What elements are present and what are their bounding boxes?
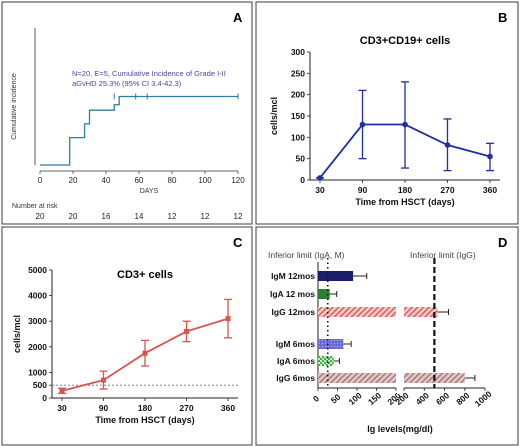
panel-c-x-tick-label: 30 <box>57 403 67 413</box>
panel-c-y-tick-label: 2000 <box>28 342 47 352</box>
panel-b-y-tick-label: 200 <box>291 90 305 100</box>
panel-d-bar <box>318 289 330 299</box>
panel-a-risk-value: 12 <box>234 212 243 221</box>
panel-a-annotation-line-2: aGvHD 25.3% (95% CI 3.4-42.3) <box>72 79 182 88</box>
panel-d-bar-label: IgM 12mos <box>271 271 315 281</box>
panel-c-point <box>225 316 231 322</box>
panel-b-x-tick-label: 180 <box>398 185 412 195</box>
panel-a-risk-value: 16 <box>102 212 111 221</box>
panel-d-x-tick-label: 0 <box>311 393 321 404</box>
panel-b-y-tick-label: 300 <box>291 47 305 57</box>
panel-c-y-tick-label: 0 <box>42 393 47 403</box>
panel-c-point <box>184 328 189 334</box>
panel-d-bar <box>404 307 438 317</box>
panel-a-letter: A <box>233 10 243 25</box>
panel-b-x-tick-label: 90 <box>358 185 368 195</box>
panel-c-x-tick-label: 180 <box>138 403 152 413</box>
panel-d-bar <box>318 271 354 281</box>
panel-b-y-tick-label: 250 <box>291 68 305 78</box>
panel-d-bar-label: IgG 6mos <box>276 373 315 383</box>
panel-a-risk-value: 20 <box>69 212 78 221</box>
panel-b-x-tick-label: 30 <box>315 185 325 195</box>
panel-c-frame <box>1 226 253 446</box>
panel-c-letter: C <box>233 235 243 250</box>
panel-a-y-axis-label: Cumulative incidence <box>11 73 18 140</box>
panel-b-frame <box>255 1 519 225</box>
panel-c-y-axis-label: cells/mcl <box>12 315 22 353</box>
panel-d-frame <box>255 226 519 446</box>
panel-a-x-tick-label: 60 <box>135 176 144 185</box>
panel-c-point <box>101 377 106 383</box>
panel-a-frame <box>1 1 253 225</box>
panel-b-y-tick-label: 50 <box>296 154 306 164</box>
panel-a-x-tick-label: 80 <box>168 176 177 185</box>
panel-d-bar <box>318 339 344 349</box>
panel-d-x-axis-label: Ig levels(mg/dl) <box>367 424 433 434</box>
panel-d-limit-label-igg: Inferior limit (IgG) <box>410 250 476 260</box>
panel-a-x-axis-label: DAYS <box>140 188 159 195</box>
panel-a-chart: 0 20 20 20 40 16 60 14 80 12 100 12 120 12 DAYS Number … <box>11 28 245 221</box>
panel-c-y-tick-label: 4000 <box>28 291 47 301</box>
panel-d-letter: D <box>498 235 507 250</box>
panel-d-axis-break-gap <box>397 260 403 394</box>
panel-c-y-tick-label: 1000 <box>28 367 47 377</box>
panel-b-point <box>444 142 451 148</box>
panel-a-risk-value: 14 <box>135 212 144 221</box>
panel-c-point <box>142 350 148 356</box>
panel-d-chart: Inferior limit (IgA, M) Inferior limit (I… <box>268 250 494 434</box>
panel-d-limit-label-iga-m: Inferior limit (IgA, M) <box>268 250 345 260</box>
panel-d-bar-left-part <box>318 307 396 317</box>
panel-a-risk-label: Number at risk <box>12 203 58 210</box>
panel-d-bar-label: IgM 6mos <box>276 339 315 349</box>
panel-b-y-tick-label: 150 <box>291 111 305 121</box>
panel-a-x-tick-label: 100 <box>198 176 212 185</box>
panel-a-x-tick-label: 40 <box>102 176 111 185</box>
panel-b-y-tick-label: 100 <box>291 132 305 142</box>
panel-a-km-curve <box>40 95 238 166</box>
panel-c-y-tick-label: 500 <box>33 380 47 390</box>
panel-a-risk-value: 12 <box>201 212 210 221</box>
panel-b-chart: CD3+CD19+ cells 0 50 100 150 200 250 300 30 90 180… <box>269 35 500 207</box>
panel-d-bar-label: IgA 6mos <box>277 356 315 366</box>
panel-a-x-tick-label: 20 <box>69 176 78 185</box>
panel-d-bar-label: IgA 12 mos <box>270 289 315 299</box>
panel-b-letter: B <box>498 10 507 25</box>
panel-b-point <box>402 121 408 128</box>
panel-c-x-axis-label: Time from HSCT (days) <box>95 415 194 425</box>
panel-a-risk-value: 20 <box>36 212 45 221</box>
panel-b-x-axis-label: Time from HSCT (days) <box>355 197 454 207</box>
panel-d-bar-label: IgG 12mos <box>272 307 316 317</box>
panel-d-bar-left-part <box>318 373 396 383</box>
panel-c-y-tick-label: 5000 <box>28 265 47 275</box>
panel-a-x-tick-label: 0 <box>38 176 43 185</box>
panel-a-x-tick-label: 120 <box>231 176 245 185</box>
panel-a-annotation-line-1: N=20, E=5, Cumulative Incidence of Grade… <box>72 69 226 78</box>
panel-b-x-tick-label: 360 <box>483 185 497 195</box>
panel-c-x-tick-label: 360 <box>221 403 235 413</box>
panel-c-x-tick-label: 90 <box>99 403 109 413</box>
panel-c-title: CD3+ cells <box>117 269 173 281</box>
panel-c-point <box>59 388 65 394</box>
panel-d-bar <box>318 356 334 366</box>
panel-c-chart: CD3+ cells 0 500 1000 2000 3000 4000 5000 30 90 18… <box>12 265 238 425</box>
panel-b-point <box>487 153 493 160</box>
panel-b-point <box>359 121 366 128</box>
panel-a-risk-value: 12 <box>168 212 177 221</box>
panel-c-x-tick-label: 270 <box>179 403 193 413</box>
panel-b-x-tick-label: 270 <box>440 185 454 195</box>
panel-b-y-tick-label: 0 <box>300 175 305 185</box>
panel-b-title: CD3+CD19+ cells <box>360 35 451 47</box>
panel-b-point <box>317 175 323 181</box>
panel-b-y-axis-label: cells/mcl <box>269 97 279 135</box>
panel-c-y-tick-label: 3000 <box>28 316 47 326</box>
